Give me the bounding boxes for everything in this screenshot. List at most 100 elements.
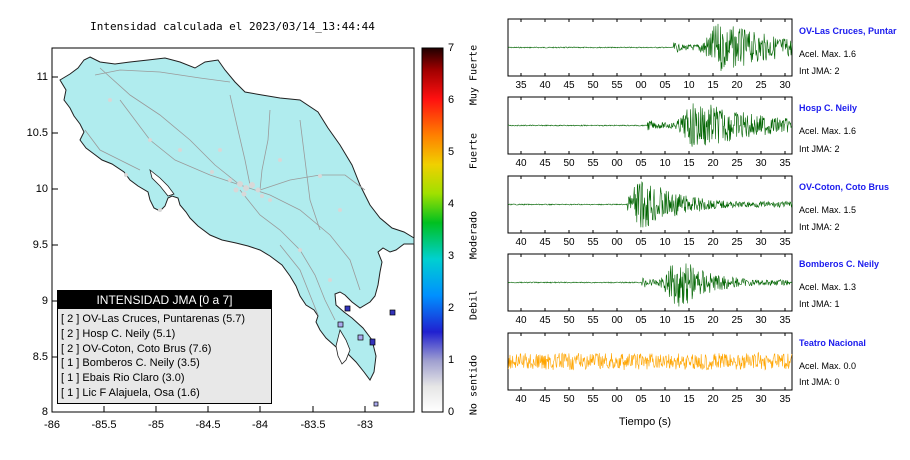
legend-item: [ 1 ] Lic F Alajuela, Osa (1.6) [61,386,200,399]
trace-tick-label: 00 [635,80,647,91]
colorbar-tick: 5 [448,146,455,158]
map-title: Intensidad calculada el 2023/03/14_13:44… [90,20,375,33]
trace-tick-label: 40 [515,237,527,248]
lon-tick: -84 [252,419,268,431]
trace-tick-label: 40 [515,394,527,405]
trace-tick-label: 30 [755,394,767,405]
station-name: Hosp C. Neily [799,103,858,113]
trace-tick-label: 45 [539,315,551,326]
legend-item: [ 1 ] Ebais Rio Claro (3.0) [61,372,185,385]
colorbar-tick: 6 [448,94,455,106]
trace-tick-label: 40 [515,315,527,326]
waveform [508,263,793,307]
trace-tick-label: 00 [611,237,623,248]
trace-tick-label: 05 [635,315,647,326]
station-name: OV-Coton, Coto Brus [799,182,889,192]
trace-tick-label: 50 [587,80,599,91]
colorbar-tick: 0 [448,406,455,418]
trace-tick-label: 05 [659,80,671,91]
colorbar-tick: 3 [448,250,455,262]
station-acel: Acel. Max. 1.5 [799,205,857,215]
trace-tick-label: 10 [683,80,695,91]
station-name: Teatro Nacional [799,338,866,348]
station-acel: Acel. Max. 0.0 [799,361,857,371]
trace-tick-label: 05 [635,237,647,248]
trace-tick-label: 15 [707,80,719,91]
trace-tick-label: 55 [587,315,599,326]
trace-panel: 40 45 50 55 00 05 10 15 20 25 30 35 [507,96,793,169]
trace-tick-label: 00 [611,315,623,326]
trace-tick-label: 25 [731,237,743,248]
trace-tick-label: 15 [683,158,695,169]
trace-tick-label: 45 [539,158,551,169]
colorbar-tick: 2 [448,302,455,314]
trace-tick-label: 50 [563,394,575,405]
legend-title: INTENSIDAD JMA [0 a 7] [58,291,271,309]
gulf-of-nicoya [149,168,175,197]
trace-tick-label: 35 [779,315,791,326]
colorbar-tick: 1 [448,354,455,366]
lon-tick: -86 [44,419,60,431]
lon-tick: -85 [148,419,164,431]
trace-tick-label: 00 [611,394,623,405]
lat-tick: 10 [35,183,48,195]
lon-tick: -83 [357,419,373,431]
trace-tick-label: 50 [563,315,575,326]
trace-tick-label: 55 [587,158,599,169]
trace-tick-label: 25 [731,315,743,326]
trace-panel: 40 45 50 55 00 05 10 15 20 25 30 35 [507,175,793,248]
waveform [507,103,793,147]
trace-panel: 35 40 45 50 55 00 05 10 15 20 25 30 [507,18,793,91]
lat-tick: 9 [41,295,48,307]
trace-tick-label: 40 [539,80,551,91]
trace-tick-label: 10 [659,237,671,248]
lat-tick: 8 [41,406,48,418]
trace-tick-label: 50 [563,158,575,169]
lat-tick: 11 [36,71,48,83]
station-int: Int JMA: 2 [799,66,840,76]
waveform [507,181,793,228]
colorbar-tick: 4 [448,198,455,210]
trace-tick-label: 20 [707,394,719,405]
trace-tick-label: 30 [755,158,767,169]
trace-tick-label: 55 [587,394,599,405]
trace-tick-label: 45 [539,237,551,248]
station-marker-osa [373,401,379,407]
trace-tick-label: 15 [683,315,695,326]
trace-tick-label: 10 [659,394,671,405]
trace-tick-label: 25 [731,158,743,169]
trace-tick-label: 25 [731,394,743,405]
station-acel: Acel. Max. 1.6 [799,126,857,136]
trace-tick-label: 25 [755,80,767,91]
station-marker-rio-claro [357,334,364,341]
colorbar-gradient [421,47,444,413]
colorbar-tick: 7 [448,42,455,54]
station-marker-hosp-neily [389,309,396,316]
trace-tick-label: 30 [755,237,767,248]
trace-tick-label: 15 [683,394,695,405]
legend-item: [ 2 ] Hosp C. Neily (5.1) [61,327,176,340]
lon-tick: -85.5 [91,419,117,431]
station-acel: Acel. Max. 1.6 [799,49,857,59]
trace-tick-label: 40 [515,158,527,169]
trace-tick-label: 50 [563,237,575,248]
lon-tick: -83.5 [300,419,326,431]
station-int: Int JMA: 0 [799,377,840,387]
trace-tick-label: 20 [707,315,719,326]
trace-tick-label: 00 [611,158,623,169]
time-axis-label: Tiempo (s) [618,416,672,428]
station-int: Int JMA: 1 [799,299,840,309]
trace-tick-label: 35 [779,158,791,169]
trace-tick-label: 55 [587,237,599,248]
intensity-legend: INTENSIDAD JMA [0 a 7] [ 2 ] OV-Las Cruc… [57,290,272,404]
station-marker-bomberos [337,321,344,328]
town-markers [108,98,342,282]
station-marker-las-cruces [344,305,351,312]
trace-tick-label: 55 [611,80,623,91]
legend-item: [ 2 ] OV-Las Cruces, Puntarenas (5.7) [61,313,246,325]
trace-tick-label: 35 [515,80,527,91]
trace-tick-label: 20 [707,237,719,248]
lon-tick: -84.5 [195,419,221,431]
